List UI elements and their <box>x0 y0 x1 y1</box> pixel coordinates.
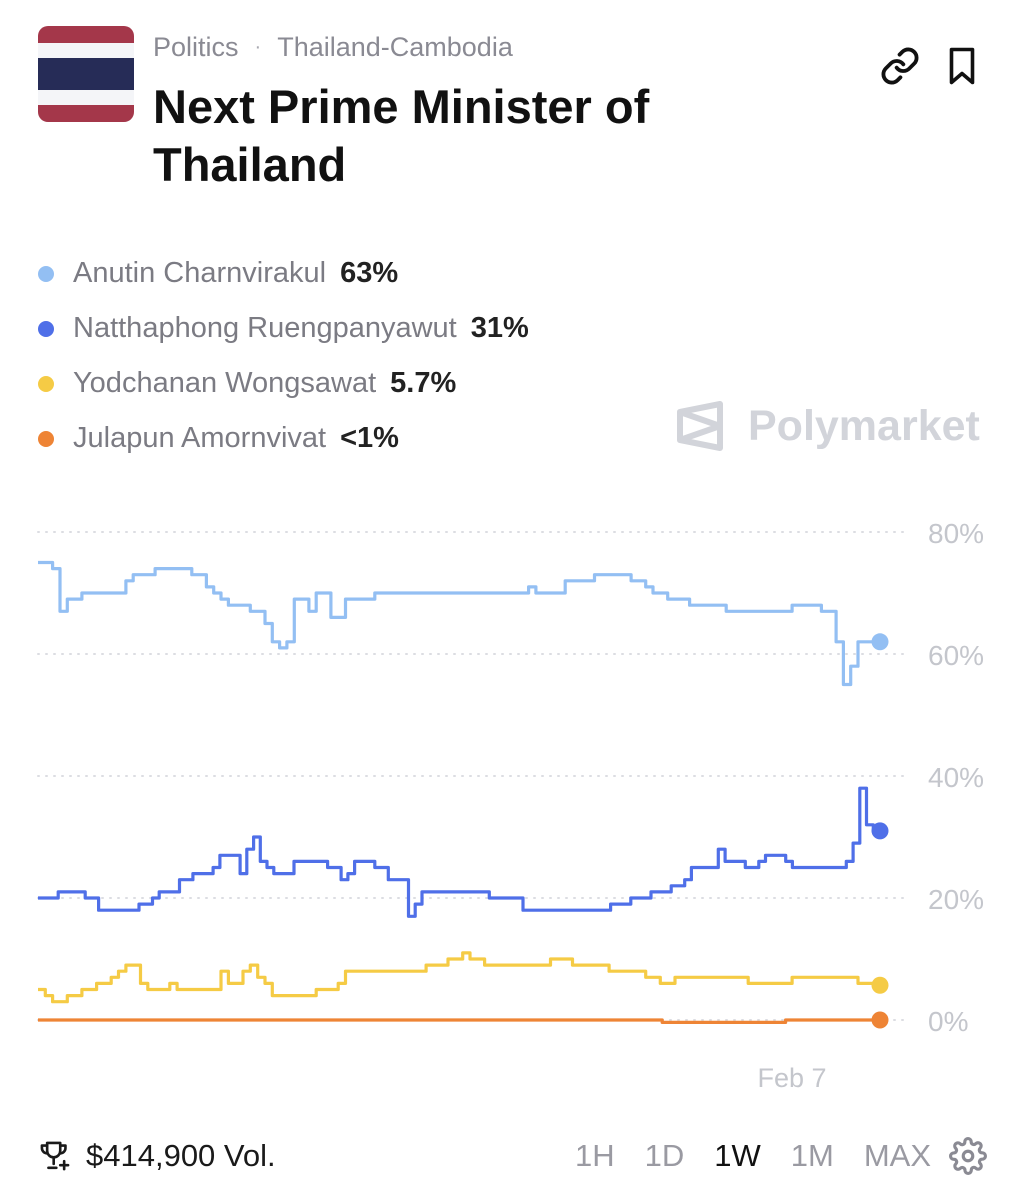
y-tick-label: 40% <box>928 762 984 793</box>
series-endpoint <box>871 976 889 994</box>
series-line <box>38 1018 880 1024</box>
legend-item[interactable]: Yodchanan Wongsawat 5.7% <box>38 356 529 411</box>
legend-dot <box>38 375 54 392</box>
legend-name: Anutin Charnvirakul <box>73 257 327 289</box>
price-chart[interactable]: 80% 60% 40% 20% 0% Feb 7 <box>0 500 1025 1100</box>
series-line <box>38 951 882 1004</box>
thailand-flag <box>38 26 134 122</box>
legend-percent: 31% <box>470 312 529 344</box>
series-endpoint <box>871 633 889 651</box>
market-title: Next Prime Minister of Thailand <box>153 80 650 191</box>
legend-name: Natthaphong Ruengpanyawut <box>73 312 457 344</box>
y-tick-label: 0% <box>928 1006 968 1037</box>
time-range-selector: 1H 1D 1W 1M MAX <box>545 1134 987 1178</box>
series-endpoint <box>871 1011 889 1029</box>
legend-dot <box>38 265 54 282</box>
polymarket-watermark: Polymarket <box>676 400 980 452</box>
series-endpoint <box>871 822 889 840</box>
range-tab-1d[interactable]: 1D <box>644 1138 685 1173</box>
legend-item[interactable]: Julapun Amornvivat <1% <box>38 411 529 466</box>
range-tab-1h[interactable]: 1H <box>574 1138 615 1173</box>
legend-item[interactable]: Anutin Charnvirakul 63% <box>38 246 529 301</box>
range-tab-1w[interactable]: 1W <box>714 1138 761 1173</box>
range-tab-max[interactable]: MAX <box>863 1138 931 1173</box>
legend-name: Yodchanan Wongsawat <box>73 367 377 399</box>
watermark-text: Polymarket <box>748 401 980 450</box>
trophy-icon <box>40 1141 70 1171</box>
y-tick-label: 20% <box>928 884 984 915</box>
legend-name: Julapun Amornvivat <box>73 422 327 454</box>
breadcrumb-tag[interactable]: Thailand-Cambodia <box>277 31 513 62</box>
outcome-legend: Anutin Charnvirakul 63% Natthaphong Ruen… <box>38 246 529 466</box>
polymarket-logo-icon <box>677 401 723 451</box>
x-tick-label: Feb 7 <box>757 1063 826 1093</box>
bookmark-icon[interactable] <box>940 44 984 88</box>
series-line <box>38 560 880 687</box>
volume-text: $414,900 Vol. <box>86 1138 276 1173</box>
series-line <box>38 786 880 918</box>
legend-percent: 63% <box>340 257 399 289</box>
y-tick-label: 60% <box>928 640 984 671</box>
settings-gear-icon[interactable] <box>949 1137 987 1175</box>
legend-percent: 5.7% <box>390 367 457 399</box>
legend-percent: <1% <box>340 422 399 454</box>
volume-info: $414,900 Vol. <box>38 1134 276 1178</box>
breadcrumb-separator: · <box>254 35 262 58</box>
breadcrumb: Politics · Thailand-Cambodia <box>153 30 513 64</box>
legend-dot <box>38 430 54 447</box>
y-tick-label: 80% <box>928 518 984 549</box>
range-tab-1m[interactable]: 1M <box>790 1138 834 1173</box>
legend-item[interactable]: Natthaphong Ruengpanyawut 31% <box>38 301 529 356</box>
link-icon[interactable] <box>878 44 922 88</box>
breadcrumb-category[interactable]: Politics <box>153 31 239 62</box>
legend-dot <box>38 320 54 337</box>
